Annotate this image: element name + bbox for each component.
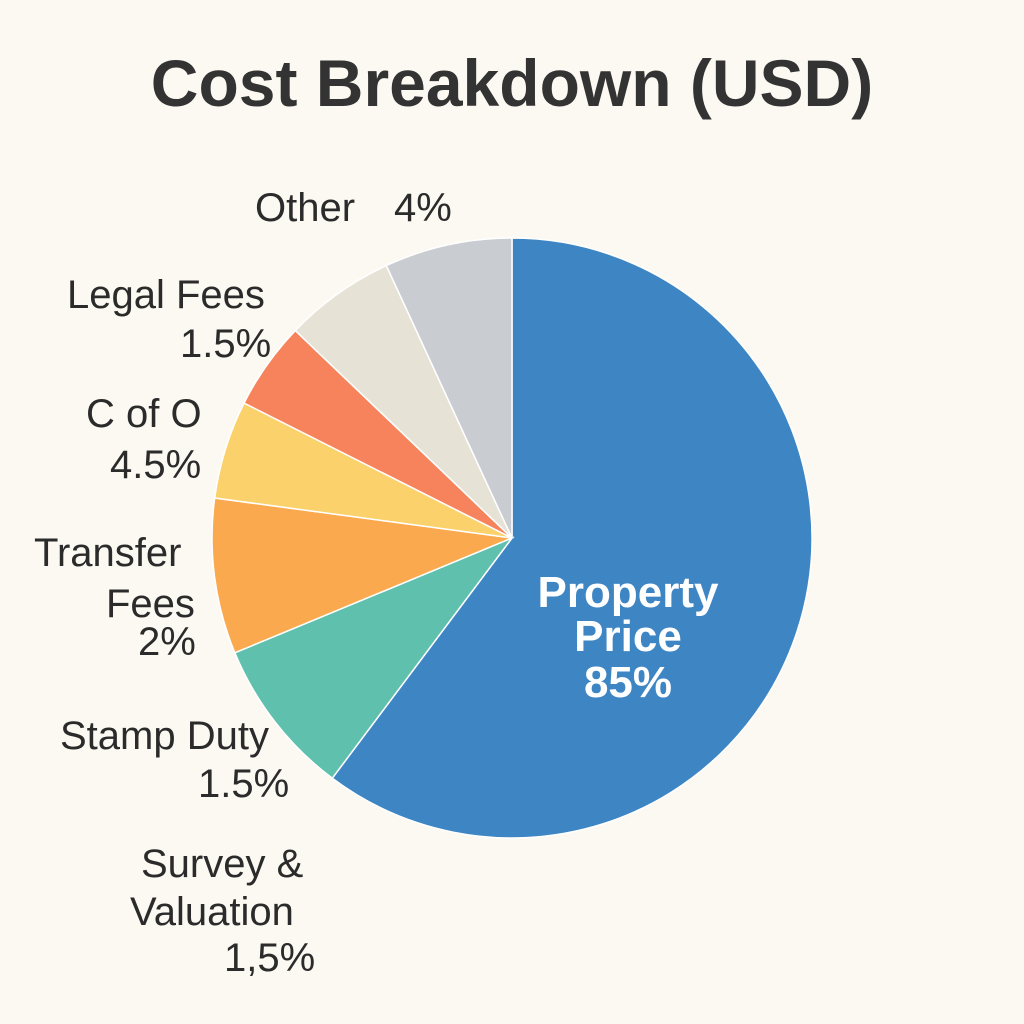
svg-text:Price: Price (574, 612, 682, 661)
svg-text:C of O: C of O (86, 392, 202, 436)
svg-text:Survey &: Survey & (141, 842, 304, 886)
svg-text:4%: 4% (394, 186, 452, 230)
svg-text:4.5%: 4.5% (110, 443, 201, 487)
svg-text:2%: 2% (138, 620, 196, 664)
svg-text:Other: Other (255, 186, 355, 230)
svg-text:Legal Fees: Legal Fees (67, 273, 265, 317)
svg-text:1.5%: 1.5% (198, 762, 289, 806)
svg-text:Transfer: Transfer (34, 531, 181, 575)
svg-text:Valuation: Valuation (130, 890, 294, 934)
svg-text:Cost Breakdown (USD): Cost Breakdown (USD) (151, 46, 873, 120)
svg-text:Property: Property (538, 568, 719, 617)
svg-text:Stamp Duty: Stamp Duty (60, 714, 269, 758)
svg-text:1,5%: 1,5% (224, 936, 315, 980)
svg-text:85%: 85% (584, 658, 672, 707)
svg-text:1.5%: 1.5% (180, 322, 271, 366)
